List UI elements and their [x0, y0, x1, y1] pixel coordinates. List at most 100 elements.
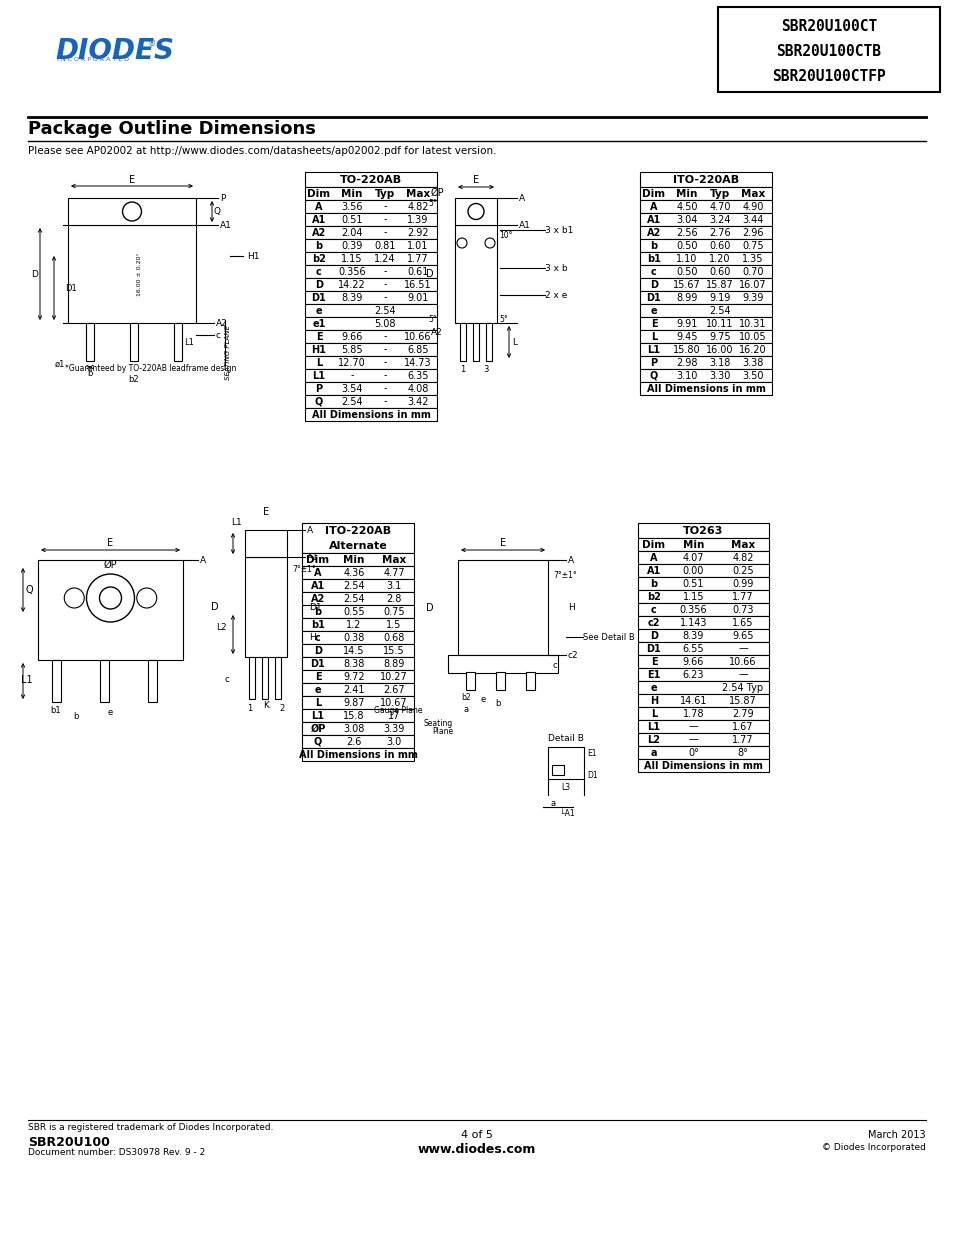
Bar [302, 618, 414, 631]
Text: 5°: 5° [498, 315, 507, 324]
Text: 9.39: 9.39 [741, 293, 763, 303]
Text: DIODES: DIODES [55, 37, 173, 65]
Bar [302, 722, 414, 735]
Text: D: D [649, 631, 658, 641]
Text: 10.27: 10.27 [379, 672, 408, 682]
Text: L1: L1 [647, 345, 659, 354]
Text: 0.51: 0.51 [341, 215, 362, 225]
Text: 6.35: 6.35 [407, 370, 428, 380]
Bar [639, 212, 771, 226]
Text: 4.82: 4.82 [732, 552, 753, 562]
Text: 9.19: 9.19 [709, 293, 730, 303]
Bar [552, 764, 563, 776]
Text: 5°: 5° [428, 199, 436, 207]
Text: 1.15: 1.15 [341, 253, 362, 263]
Text: 3.18: 3.18 [709, 357, 730, 368]
Text: Max: Max [405, 189, 430, 199]
Bar [639, 278, 771, 291]
Bar [496, 672, 504, 690]
Bar [305, 395, 436, 408]
Text: 3.39: 3.39 [383, 724, 404, 734]
Text: 9.65: 9.65 [732, 631, 753, 641]
Text: -: - [383, 331, 386, 342]
Text: 4.90: 4.90 [741, 201, 763, 211]
Text: A: A [314, 201, 322, 211]
Text: 8.99: 8.99 [676, 293, 697, 303]
Text: a: a [550, 799, 555, 808]
Text: ØP: ØP [104, 559, 117, 571]
Bar [305, 252, 436, 266]
Bar [455, 225, 497, 324]
Text: Min: Min [676, 189, 697, 199]
Text: H: H [649, 695, 658, 705]
Text: 2.41: 2.41 [343, 684, 364, 694]
Text: 1.78: 1.78 [682, 709, 703, 719]
Bar [639, 186, 771, 200]
Text: b: b [650, 241, 657, 251]
Text: 9.01: 9.01 [407, 293, 428, 303]
Bar [52, 659, 61, 701]
Text: c: c [314, 632, 320, 642]
Text: e1: e1 [312, 319, 325, 329]
Circle shape [64, 588, 84, 608]
Text: Gauge Plane: Gauge Plane [375, 705, 422, 715]
Text: 5°: 5° [428, 315, 436, 324]
Text: -: - [383, 384, 386, 394]
Text: Min: Min [682, 540, 703, 550]
Text: A: A [200, 556, 206, 564]
Text: 0.51: 0.51 [682, 578, 703, 589]
Text: 2.6: 2.6 [346, 736, 361, 746]
Text: P: P [220, 194, 225, 203]
Text: c: c [553, 661, 558, 669]
Text: E1: E1 [586, 748, 596, 757]
Text: c2: c2 [567, 651, 578, 659]
Bar [639, 317, 771, 330]
Text: L2: L2 [216, 622, 227, 631]
Text: © Diodes Incorporated: © Diodes Incorporated [821, 1144, 925, 1152]
Text: 1.65: 1.65 [732, 618, 753, 627]
Text: 1.01: 1.01 [407, 241, 428, 251]
Text: 15.67: 15.67 [673, 279, 700, 289]
Text: All Dimensions in mm: All Dimensions in mm [298, 750, 417, 760]
Text: SBR20U100: SBR20U100 [28, 1136, 110, 1149]
Text: 6.55: 6.55 [682, 643, 703, 653]
Text: 1: 1 [460, 366, 465, 374]
Text: A1: A1 [312, 215, 326, 225]
Text: c: c [315, 267, 321, 277]
Circle shape [87, 574, 134, 622]
Bar [639, 226, 771, 240]
Bar [68, 198, 195, 225]
Bar [302, 592, 414, 605]
Bar [638, 590, 768, 603]
Bar [638, 720, 768, 734]
Text: Max: Max [740, 189, 764, 199]
Text: A: A [307, 526, 313, 535]
Text: 1.77: 1.77 [731, 735, 753, 745]
Bar [457, 559, 547, 655]
Text: Q: Q [213, 207, 221, 216]
Text: Q: Q [26, 585, 33, 595]
Text: 2.54: 2.54 [374, 305, 395, 315]
Text: Max: Max [730, 540, 755, 550]
Text: b1: b1 [646, 253, 660, 263]
Bar [245, 530, 287, 557]
Text: All Dimensions in mm: All Dimensions in mm [646, 384, 764, 394]
Text: 1.15: 1.15 [682, 592, 703, 601]
Text: 1.5: 1.5 [386, 620, 401, 630]
Text: 7°±1°: 7°±1° [292, 564, 315, 573]
Text: a: a [650, 747, 657, 757]
Text: 3.04: 3.04 [676, 215, 697, 225]
Text: 15.87: 15.87 [728, 695, 756, 705]
Text: 12.70: 12.70 [337, 357, 366, 368]
Bar [639, 172, 771, 186]
Text: 16.20: 16.20 [739, 345, 766, 354]
Bar [302, 697, 414, 709]
Bar [86, 324, 94, 361]
Text: 10.66: 10.66 [728, 657, 756, 667]
Bar [148, 659, 157, 701]
Bar [305, 343, 436, 356]
Bar [302, 579, 414, 592]
Text: 15.8: 15.8 [343, 710, 364, 720]
Text: D1: D1 [312, 293, 326, 303]
Bar [302, 522, 414, 553]
